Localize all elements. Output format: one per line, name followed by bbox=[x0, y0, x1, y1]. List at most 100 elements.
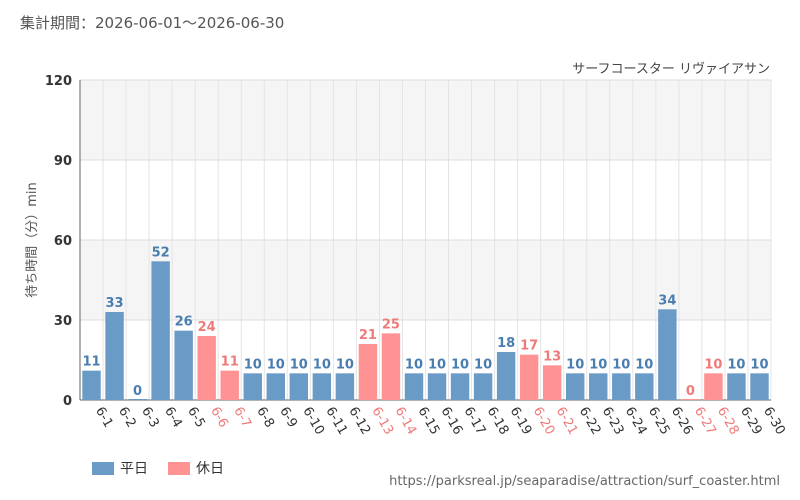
x-tick-label: 6-11 bbox=[322, 405, 350, 438]
bar-weekday bbox=[427, 373, 447, 400]
bar-value-label: 10 bbox=[451, 357, 469, 372]
y-tick-label: 120 bbox=[45, 74, 72, 89]
bar-weekday bbox=[496, 352, 516, 400]
x-tick-label: 6-16 bbox=[438, 405, 466, 438]
x-tick-label: 6-30 bbox=[760, 405, 788, 438]
x-tick-label: 6-18 bbox=[484, 405, 512, 438]
bar-value-label: 0 bbox=[133, 384, 142, 399]
bar-holiday bbox=[704, 373, 723, 400]
bar-value-label: 10 bbox=[290, 357, 308, 372]
x-tick-label: 6-13 bbox=[368, 405, 396, 438]
bar-value-label: 11 bbox=[82, 355, 100, 370]
bar-value-label: 34 bbox=[658, 293, 676, 308]
bar-weekday bbox=[151, 261, 170, 400]
bar-value-label: 52 bbox=[152, 245, 170, 260]
bar-weekday bbox=[128, 399, 147, 400]
bars bbox=[82, 261, 769, 400]
bar-value-label: 10 bbox=[566, 357, 584, 372]
x-tick-label: 6-25 bbox=[645, 405, 673, 438]
bar-value-label: 0 bbox=[686, 384, 695, 399]
bar-value-label: 10 bbox=[589, 357, 607, 372]
bar-weekday bbox=[473, 373, 493, 400]
source-url: https://parksreal.jp/seaparadise/attract… bbox=[389, 474, 780, 489]
bar-value-label: 13 bbox=[543, 349, 561, 364]
bar-value-label: 10 bbox=[704, 357, 722, 372]
y-axis-ticks: 0 30 60 90 120 bbox=[45, 74, 72, 409]
bar-value-label: 24 bbox=[198, 320, 216, 335]
x-tick-label: 6-8 bbox=[253, 405, 277, 431]
x-tick-label: 6-23 bbox=[599, 405, 627, 438]
bar-value-label: 10 bbox=[727, 357, 745, 372]
y-tick-label: 60 bbox=[54, 234, 72, 249]
grid-lines bbox=[79, 79, 772, 401]
bar-weekday bbox=[635, 373, 654, 400]
bar-holiday bbox=[542, 365, 562, 400]
bar-value-labels: 11 33 0 52 26 24 11 10 10 10 10 10 21 25 10 10 10 10 18 17 1… bbox=[82, 245, 768, 399]
x-tick-label: 6-29 bbox=[737, 405, 765, 438]
bar-value-label: 10 bbox=[612, 357, 630, 372]
bar-weekday bbox=[174, 330, 193, 400]
bar-weekday bbox=[266, 373, 285, 400]
legend-label-holiday: 休日 bbox=[196, 461, 224, 477]
bar-value-label: 21 bbox=[359, 328, 377, 343]
bar-value-label: 11 bbox=[221, 355, 239, 370]
bar-weekday bbox=[335, 373, 355, 400]
x-tick-label: 6-14 bbox=[391, 405, 419, 438]
x-tick-label: 6-3 bbox=[138, 405, 162, 431]
x-tick-label: 6-22 bbox=[576, 405, 604, 438]
bar-value-label: 10 bbox=[313, 357, 331, 372]
x-tick-label: 6-15 bbox=[415, 405, 443, 438]
x-tick-label: 6-12 bbox=[345, 405, 373, 438]
legend-swatch-holiday bbox=[168, 461, 190, 475]
legend-item-holiday: 休日 bbox=[168, 458, 224, 478]
x-axis-ticks: 6-1 6-2 6-3 6-4 6-5 6-6 6-7 6-8 6-9 6-106-116-126… bbox=[92, 405, 788, 438]
legend: 平日 休日 bbox=[92, 458, 224, 478]
bar-value-label: 17 bbox=[520, 339, 538, 354]
x-tick-label: 6-7 bbox=[230, 405, 254, 431]
x-tick-label: 6-6 bbox=[207, 405, 231, 431]
x-tick-label: 6-27 bbox=[691, 405, 719, 438]
x-tick-label: 6-19 bbox=[507, 405, 535, 438]
legend-swatch-weekday bbox=[92, 461, 114, 475]
bar-weekday bbox=[727, 373, 746, 400]
x-tick-label: 6-26 bbox=[668, 405, 696, 438]
bar-value-label: 10 bbox=[428, 357, 446, 372]
x-tick-label: 6-9 bbox=[276, 405, 300, 431]
y-tick-label: 30 bbox=[54, 314, 72, 329]
bar-weekday bbox=[243, 373, 262, 400]
bar-weekday bbox=[589, 373, 608, 400]
x-tick-label: 6-24 bbox=[622, 405, 650, 438]
bar-weekday bbox=[612, 373, 631, 400]
y-tick-label: 90 bbox=[54, 154, 72, 169]
bar-weekday bbox=[105, 312, 124, 400]
bar-weekday bbox=[566, 373, 585, 400]
x-tick-label: 6-21 bbox=[553, 405, 581, 438]
bar-holiday bbox=[358, 344, 378, 400]
bar-weekday bbox=[289, 373, 309, 400]
bar-value-label: 10 bbox=[267, 357, 285, 372]
bar-value-label: 10 bbox=[635, 357, 653, 372]
x-tick-label: 6-4 bbox=[161, 405, 185, 431]
bar-holiday bbox=[381, 333, 401, 400]
bar-holiday bbox=[220, 370, 239, 400]
x-tick-label: 6-1 bbox=[92, 405, 116, 431]
y-tick-label: 0 bbox=[63, 394, 72, 409]
bar-value-label: 10 bbox=[750, 357, 768, 372]
bar-weekday bbox=[658, 309, 677, 400]
legend-label-weekday: 平日 bbox=[120, 461, 148, 477]
bar-weekday bbox=[750, 373, 769, 400]
period-label: 集計期間：2026-06-01～2026-06-30 bbox=[20, 14, 285, 32]
x-tick-label: 6-5 bbox=[184, 405, 208, 431]
chart-title: サーフコースター リヴァイアサン bbox=[572, 61, 770, 77]
bar-value-label: 10 bbox=[336, 357, 354, 372]
x-tick-label: 6-28 bbox=[714, 405, 742, 438]
bar-holiday bbox=[519, 354, 539, 400]
bar-value-label: 25 bbox=[382, 317, 400, 332]
bar-value-label: 26 bbox=[175, 315, 193, 330]
x-tick-label: 6-17 bbox=[461, 405, 489, 438]
bar-weekday bbox=[312, 373, 332, 400]
x-tick-label: 6-10 bbox=[299, 405, 327, 438]
bar-holiday bbox=[197, 336, 216, 400]
bar-weekday bbox=[450, 373, 470, 400]
bar-value-label: 33 bbox=[106, 296, 124, 311]
